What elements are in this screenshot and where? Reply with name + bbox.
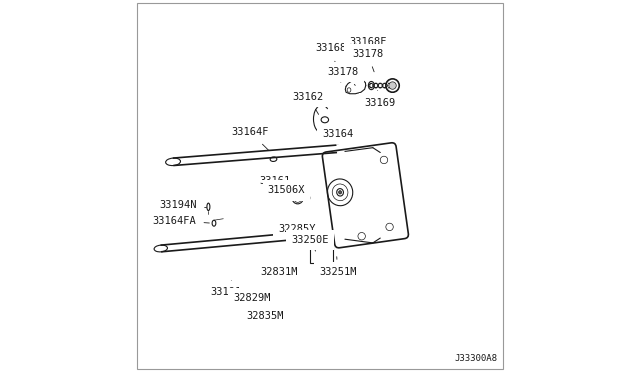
Text: J33300A8: J33300A8 (455, 354, 498, 363)
Text: 33161: 33161 (259, 176, 291, 189)
Text: 33164F: 33164F (231, 127, 269, 151)
Text: 33194N: 33194N (159, 201, 207, 210)
Text: 33251M: 33251M (319, 257, 356, 277)
Text: 33191: 33191 (211, 281, 242, 296)
Text: 33168: 33168 (316, 44, 347, 82)
Text: 33164: 33164 (322, 129, 353, 139)
Ellipse shape (339, 191, 342, 194)
Text: 32831M: 32831M (260, 267, 298, 276)
Text: 31506X: 31506X (268, 186, 305, 196)
Text: 32829M: 32829M (234, 294, 271, 303)
Ellipse shape (260, 302, 264, 306)
Circle shape (389, 82, 396, 89)
Text: 33162: 33162 (292, 92, 324, 115)
Text: 33168F: 33168F (349, 38, 387, 50)
Text: 33178: 33178 (352, 49, 383, 72)
Text: 33178: 33178 (327, 67, 358, 86)
Text: 33169: 33169 (364, 90, 395, 108)
Ellipse shape (287, 275, 291, 279)
Text: 33164FA: 33164FA (152, 216, 209, 225)
Text: 32285Y: 32285Y (278, 224, 316, 234)
Text: 33250E: 33250E (292, 235, 329, 251)
Text: 32835M: 32835M (246, 311, 284, 321)
